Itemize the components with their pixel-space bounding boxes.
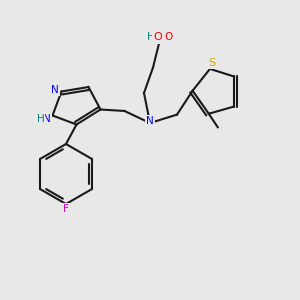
Text: O: O <box>153 32 162 43</box>
Text: S: S <box>208 58 215 68</box>
Text: H: H <box>37 113 44 124</box>
Text: H: H <box>153 32 161 42</box>
Text: O: O <box>164 32 173 42</box>
Text: F: F <box>63 204 69 214</box>
Text: H: H <box>147 32 156 43</box>
Text: N: N <box>51 85 59 95</box>
Text: N: N <box>43 113 51 124</box>
Text: N: N <box>146 116 154 126</box>
